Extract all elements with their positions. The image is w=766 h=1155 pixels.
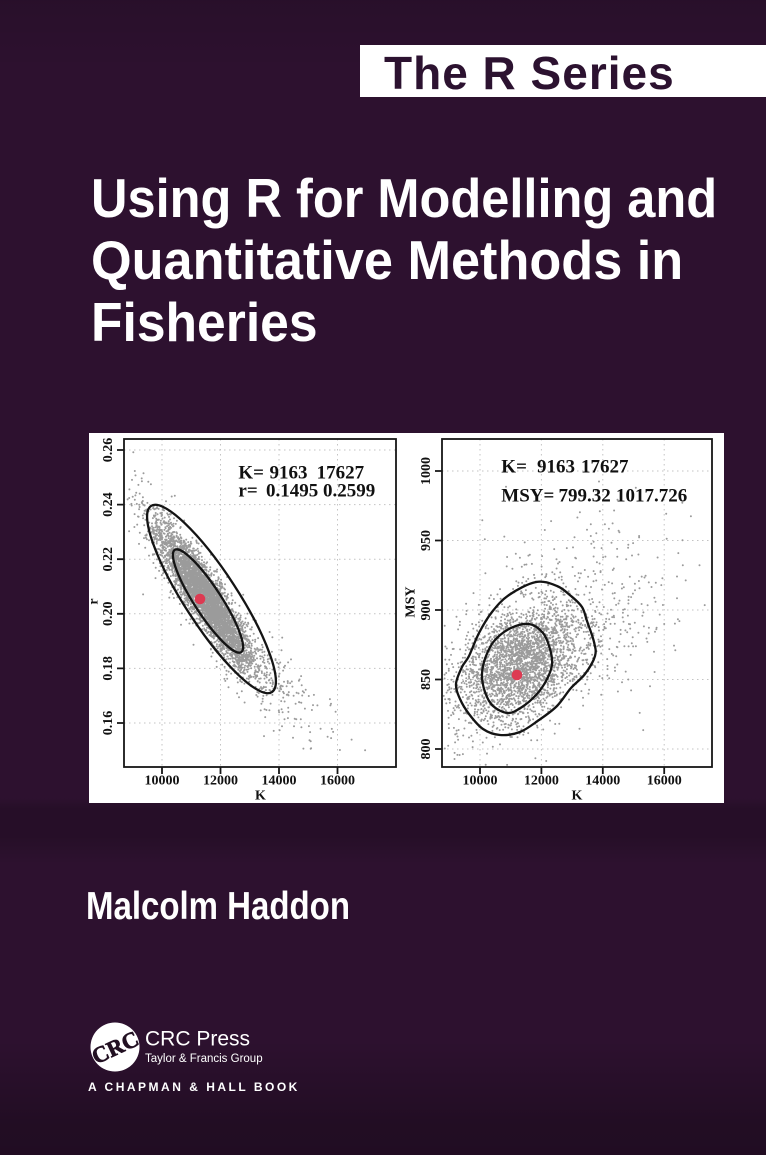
svg-text:12000: 12000: [524, 774, 559, 789]
svg-text:850: 850: [419, 669, 434, 690]
svg-text:K: K: [255, 789, 266, 803]
svg-text:10000: 10000: [145, 774, 180, 789]
svg-text:1000: 1000: [419, 457, 434, 485]
svg-text:0.18: 0.18: [101, 656, 116, 681]
svg-text:14000: 14000: [262, 774, 297, 789]
svg-text:0.26: 0.26: [101, 438, 116, 463]
svg-text:950: 950: [419, 530, 434, 551]
svg-text:Taylor & Francis Group: Taylor & Francis Group: [145, 1053, 263, 1065]
svg-text:MSY: MSY: [404, 586, 419, 617]
svg-text:0.24: 0.24: [101, 492, 116, 516]
svg-text:800: 800: [419, 739, 434, 760]
svg-text:16000: 16000: [320, 774, 355, 789]
svg-text:0.22: 0.22: [101, 547, 116, 572]
svg-text:K: K: [572, 789, 583, 803]
svg-text:r: r: [89, 598, 102, 604]
svg-text:16000: 16000: [647, 774, 682, 789]
svg-text:10000: 10000: [463, 774, 498, 789]
svg-text:12000: 12000: [203, 774, 238, 789]
svg-text:14000: 14000: [585, 774, 620, 789]
svg-text:0.20: 0.20: [101, 602, 116, 627]
svg-text:CRC Press: CRC Press: [145, 1028, 250, 1051]
svg-text:900: 900: [419, 600, 434, 621]
svg-text:0.16: 0.16: [101, 711, 116, 736]
